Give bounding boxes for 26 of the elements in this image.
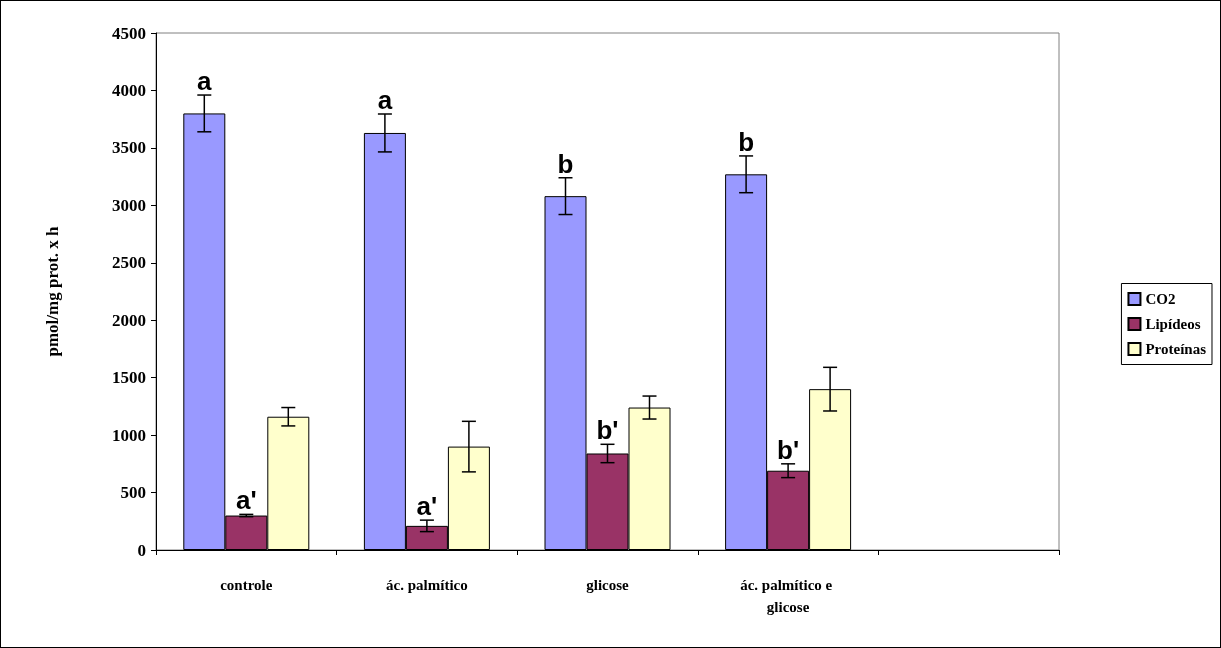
y-tick-label: 2500 <box>112 253 146 273</box>
y-tick-label: 500 <box>120 483 146 503</box>
annotation: a' <box>235 485 257 516</box>
y-tick-label: 4500 <box>112 23 146 43</box>
annotation: b' <box>777 434 800 465</box>
y-axis-title: pmol/mg prot. x h <box>43 225 62 357</box>
y-tick-label: 4000 <box>112 80 146 100</box>
y-tick-label: 3000 <box>112 195 146 215</box>
x-tick-label: controle <box>220 577 273 593</box>
y-tick-label: 1500 <box>112 368 146 388</box>
annotation: a' <box>416 491 438 522</box>
annotation: b' <box>596 415 619 446</box>
y-tick-label: 1000 <box>112 425 146 445</box>
annotation: b <box>557 148 574 179</box>
annotation: a <box>197 66 213 97</box>
y-tick-label: 2000 <box>112 310 146 330</box>
x-tick-label: ác. palmítico <box>386 577 468 593</box>
x-tick-label: glicose <box>586 577 630 593</box>
annotation: b <box>738 126 755 157</box>
legend-label: CO2 <box>1145 291 1176 307</box>
legend-label: Proteínas <box>1145 341 1207 357</box>
legend-label: Lipídeos <box>1145 316 1201 332</box>
x-tick-label: ác. palmítico e glicose <box>740 577 837 615</box>
y-tick-label: 0 <box>137 540 146 560</box>
annotation: a <box>377 85 393 115</box>
y-tick-label: 3500 <box>112 138 146 158</box>
